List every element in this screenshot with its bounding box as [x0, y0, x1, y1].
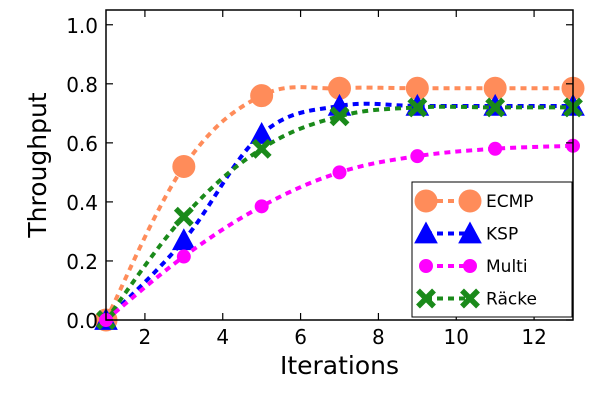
data-point-multi [488, 141, 503, 156]
x-tick-label: 6 [294, 325, 307, 349]
x-tick-label: 2 [139, 325, 152, 349]
x-tick-label: 10 [444, 325, 469, 349]
legend-marker [463, 259, 477, 273]
data-point-r-cke [173, 206, 194, 227]
y-tick-label: 0.4 [66, 191, 98, 215]
data-point-multi [254, 199, 269, 214]
legend-item-r-cke: Räcke [416, 288, 537, 310]
y-tick-label: 0.8 [66, 73, 98, 97]
data-point-r-cke [407, 97, 428, 118]
data-point-ecmp [172, 154, 196, 178]
legend-marker [414, 221, 438, 244]
legend-marker [460, 288, 480, 309]
plot-frame [105, 9, 574, 321]
data-point-multi [176, 249, 191, 264]
legend-marker [419, 259, 433, 273]
series-multi [99, 138, 580, 327]
legend-marker [458, 189, 482, 213]
ticks-layer: 2 4 6 8 10 12 0.0 0.2 0.4 0.6 0.8 1.0 [66, 10, 573, 349]
legend-box [411, 181, 573, 318]
y-tick-label: 0.0 [66, 309, 98, 333]
legend-label: ECMP [486, 192, 534, 212]
data-point-multi [410, 149, 425, 164]
x-axis-label: Iterations [280, 351, 399, 380]
series-line-multi [104, 143, 574, 322]
data-point-r-cke [485, 97, 506, 118]
legend-item-ksp: KSP [414, 221, 518, 245]
y-tick-label: 0.6 [66, 132, 98, 156]
x-tick-label: 12 [521, 325, 546, 349]
legend-label: Räcke [486, 290, 537, 310]
x-tick-label: 4 [216, 325, 229, 349]
legend-marker [414, 189, 438, 213]
legend: ECMP KSP Multi Räcke [411, 181, 573, 318]
data-point-r-cke [251, 138, 272, 159]
legend-marker [458, 221, 482, 244]
y-axis-label: Throughput [23, 92, 52, 238]
series-layer [94, 76, 585, 332]
legend-item-multi: Multi [419, 257, 528, 277]
x-tick-label: 8 [372, 325, 385, 349]
y-tick-label: 1.0 [66, 14, 98, 38]
data-point-r-cke [329, 106, 350, 127]
data-point-ksp [249, 121, 274, 144]
data-point-ecmp [250, 84, 274, 108]
data-point-multi [332, 165, 347, 180]
legend-label: KSP [486, 225, 518, 245]
legend-item-ecmp: ECMP [414, 189, 534, 213]
legend-label: Multi [486, 257, 528, 277]
y-tick-label: 0.2 [66, 250, 98, 274]
legend-marker [416, 288, 436, 309]
